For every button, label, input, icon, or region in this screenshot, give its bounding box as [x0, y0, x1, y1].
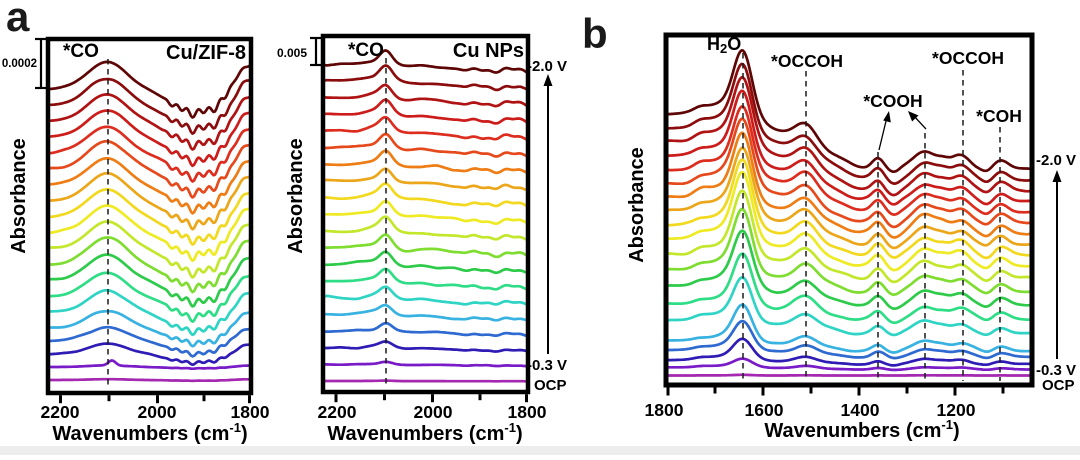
- svg-text:2200: 2200: [41, 402, 80, 422]
- svg-text:*OCCOH: *OCCOH: [771, 51, 843, 71]
- svg-text:-0.3 V: -0.3 V: [1036, 362, 1076, 379]
- svg-text:1600: 1600: [745, 400, 784, 420]
- svg-text:2000: 2000: [138, 402, 177, 422]
- svg-text:0.005: 0.005: [277, 46, 307, 60]
- svg-text:Cu NPs: Cu NPs: [453, 40, 524, 62]
- svg-text:Wavenumbers (cm-1): Wavenumbers (cm-1): [52, 420, 247, 445]
- svg-text:OCP: OCP: [1042, 377, 1075, 394]
- svg-text:Wavenumbers (cm-1): Wavenumbers (cm-1): [764, 417, 959, 442]
- svg-text:Cu/ZIF-8: Cu/ZIF-8: [166, 42, 246, 64]
- svg-text:a: a: [6, 0, 30, 40]
- svg-text:1400: 1400: [841, 400, 880, 420]
- svg-text:*OCCOH: *OCCOH: [932, 48, 1004, 68]
- svg-text:Absorbance: Absorbance: [626, 147, 648, 263]
- svg-text:2000: 2000: [414, 402, 453, 422]
- svg-text:Absorbance: Absorbance: [285, 138, 307, 254]
- svg-text:Wavenumbers (cm-1): Wavenumbers (cm-1): [327, 420, 522, 445]
- svg-text:-0.3 V: -0.3 V: [527, 357, 567, 374]
- svg-text:*COH: *COH: [976, 106, 1022, 126]
- svg-text:2200: 2200: [318, 402, 357, 422]
- svg-text:1200: 1200: [937, 400, 976, 420]
- svg-text:*COOH: *COOH: [863, 91, 922, 111]
- svg-text:1800: 1800: [645, 400, 684, 420]
- svg-text:0.0002: 0.0002: [2, 58, 37, 70]
- svg-text:b: b: [582, 10, 608, 57]
- svg-text:-2.0 V: -2.0 V: [1036, 152, 1076, 169]
- svg-text:*CO: *CO: [63, 41, 99, 62]
- svg-text:H2O: H2O: [707, 34, 741, 56]
- svg-text:-2.0 V: -2.0 V: [527, 58, 567, 75]
- svg-text:*CO: *CO: [348, 40, 384, 61]
- svg-text:1800: 1800: [508, 402, 547, 422]
- svg-text:Absorbance: Absorbance: [8, 138, 30, 254]
- svg-text:OCP: OCP: [534, 377, 567, 394]
- svg-text:1800: 1800: [231, 402, 270, 422]
